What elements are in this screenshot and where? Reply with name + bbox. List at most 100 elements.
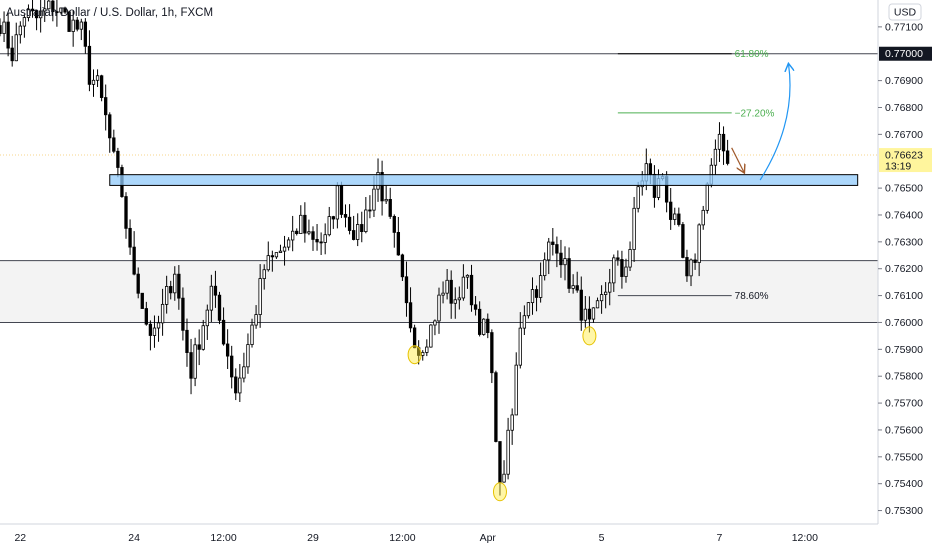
candle-body: [95, 75, 100, 81]
candle-body: [620, 259, 624, 277]
price-marker-box: [879, 46, 932, 61]
price-tick-label: 0.75900: [885, 344, 923, 356]
candle-body: [364, 209, 368, 232]
candle-body: [278, 250, 283, 253]
candle-body: [603, 291, 608, 295]
candle-body: [506, 429, 510, 475]
time-axis-bg: [0, 524, 878, 550]
candle-body: [266, 255, 270, 271]
candle-body: [538, 275, 543, 298]
candle-body: [47, 0, 51, 10]
candle-body: [197, 344, 201, 350]
candle-body: [67, 11, 71, 32]
candle-body: [473, 304, 478, 310]
time-tick-label: 7: [717, 532, 723, 544]
candle-body: [238, 377, 242, 394]
candle-body: [108, 114, 112, 139]
candle-body: [392, 216, 396, 233]
candle-body: [307, 231, 311, 234]
time-tick-label: 12:00: [792, 532, 818, 544]
price-tick-label: 0.76100: [885, 290, 923, 302]
candle-body: [701, 209, 705, 226]
candle-body: [221, 319, 226, 345]
candle-body: [169, 286, 173, 294]
candle-body: [575, 285, 579, 291]
candle-body: [368, 209, 372, 212]
candle-body: [116, 150, 120, 168]
candle-body: [624, 266, 628, 277]
candle-body: [254, 314, 258, 326]
candle-body: [282, 246, 287, 252]
candle-body: [132, 246, 136, 275]
candle-body: [697, 224, 701, 263]
candle-body: [437, 294, 441, 322]
candle-body: [587, 308, 592, 320]
candle-body: [205, 309, 209, 327]
candle-body: [274, 252, 279, 258]
candle-body: [563, 258, 567, 266]
time-tick-label: 22: [14, 532, 26, 544]
time-tick-label: 24: [128, 532, 140, 544]
currency-button[interactable]: [888, 3, 922, 21]
candle-body: [632, 207, 636, 250]
price-axis[interactable]: 0.77100 0.76900 0.76800 0.76700 0.76500 0.764…: [877, 0, 932, 550]
candle-body: [250, 324, 254, 345]
candle-body: [144, 308, 148, 325]
candle-body: [628, 249, 632, 268]
curved-up-arrow: [759, 64, 790, 181]
candle-body: [526, 302, 531, 317]
price-tick-label: 0.75700: [885, 398, 923, 410]
candle-body: [185, 329, 189, 353]
candle-body: [6, 21, 10, 49]
highlight-circle: [582, 326, 597, 346]
candle-body: [685, 257, 689, 277]
candle-body: [148, 323, 153, 336]
candle-body: [681, 224, 685, 258]
candles-layer: [0, 0, 730, 496]
price-tick-label: 0.76900: [885, 75, 923, 87]
candle-body: [465, 274, 470, 278]
highlight-circle: [492, 482, 507, 502]
candle-body: [510, 414, 514, 431]
candle-body: [559, 252, 563, 266]
candle-body: [347, 216, 352, 231]
candle-body: [209, 285, 214, 311]
candle-body: [713, 148, 718, 166]
last-price-box: [879, 148, 932, 173]
candle-body: [469, 274, 474, 306]
candle-body: [26, 8, 31, 18]
candle-body: [380, 172, 384, 202]
candle-body: [225, 343, 230, 357]
candle-body: [595, 300, 600, 309]
price-tick-label: 0.76700: [885, 129, 923, 141]
candle-body: [477, 308, 482, 335]
time-axis[interactable]: 22 24 12:00 29 12:00 Apr 5 7 12:00: [0, 523, 878, 550]
candle-body: [124, 196, 128, 229]
candle-body: [83, 21, 88, 47]
candle-body: [421, 352, 425, 356]
candle-body: [396, 232, 401, 256]
candle-body: [319, 241, 323, 244]
price-marker-label: 0.77000: [885, 48, 923, 60]
candle-body: [315, 239, 319, 243]
candle-body: [579, 289, 583, 321]
candle-body: [323, 234, 327, 243]
candle-body: [18, 25, 22, 36]
candle-body: [99, 75, 104, 98]
candle-body: [43, 8, 47, 12]
price-tick-label: 0.76300: [885, 236, 923, 248]
candle-body: [343, 214, 348, 218]
time-tick-label: Apr: [480, 532, 497, 544]
candle-body: [217, 294, 222, 321]
candle-body: [400, 254, 405, 278]
candle-body: [705, 183, 709, 211]
candle-body: [441, 292, 445, 296]
candle-body: [693, 259, 697, 263]
candle-body: [234, 376, 238, 394]
candle-body: [299, 214, 303, 234]
candle-body: [571, 285, 575, 289]
candle-body: [331, 216, 335, 220]
drawings-layer: 61.80% −27.20% 78.60%: [109, 49, 859, 502]
